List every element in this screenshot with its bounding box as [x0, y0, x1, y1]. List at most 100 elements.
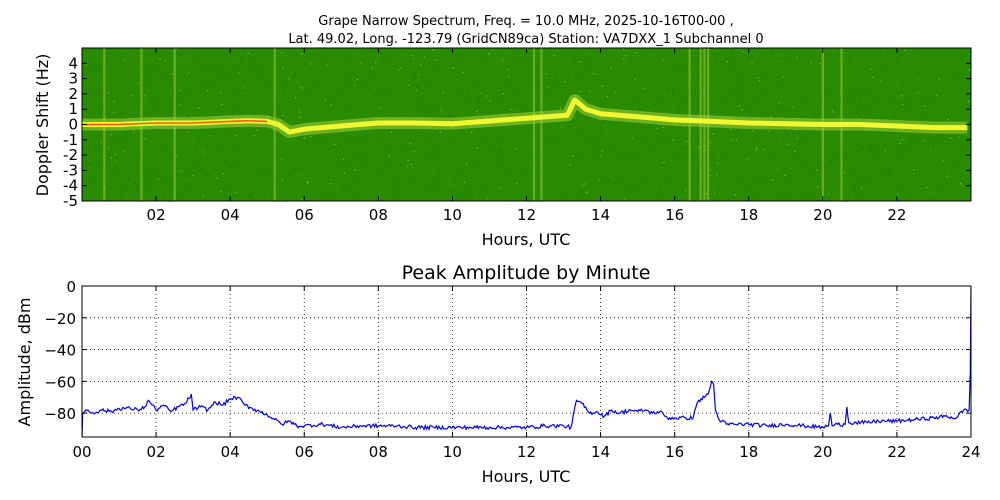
- spectrogram-noise-pixel: [932, 117, 935, 119]
- spectrogram-noise-pixel: [430, 92, 432, 94]
- spectrogram-noise-pixel: [598, 179, 600, 182]
- spectrogram-noise-pixel: [316, 140, 319, 142]
- spectrogram-noise-pixel: [223, 103, 225, 105]
- spectrogram-noise-pixel: [307, 89, 309, 91]
- spectrogram-noise-pixel: [242, 87, 244, 89]
- spectrogram-noise-pixel: [233, 88, 235, 90]
- spectrogram-noise-pixel: [852, 151, 854, 153]
- spectrogram-noise-pixel: [504, 104, 506, 106]
- spectrogram-noise-pixel: [731, 138, 733, 141]
- spectrogram-noise-pixel: [242, 147, 244, 149]
- spectrogram-noise-pixel: [752, 141, 754, 143]
- spectrogram-noise-pixel: [854, 187, 856, 189]
- spectrogram-noise-pixel: [473, 128, 475, 130]
- spectrogram-noise-pixel: [243, 80, 245, 82]
- spectrogram-noise-pixel: [594, 156, 596, 158]
- spectrogram-noise-pixel: [927, 175, 930, 177]
- spectrogram-noise-pixel: [924, 48, 926, 50]
- spectrogram-noise-pixel: [206, 90, 209, 92]
- spectrogram-noise-pixel: [428, 62, 430, 64]
- spectrogram-noise-pixel: [933, 105, 935, 107]
- spectrogram-noise-pixel: [123, 185, 125, 187]
- spectrogram-noise-pixel: [560, 197, 562, 199]
- spectrogram-noise-pixel: [411, 54, 413, 56]
- spectrogram-noise-pixel: [870, 146, 872, 148]
- spectrogram-noise-pixel: [441, 146, 443, 148]
- spectrogram-noise-pixel: [529, 105, 531, 107]
- spectrogram-noise-pixel: [87, 86, 89, 89]
- spectrogram-noise-pixel: [230, 72, 232, 74]
- amplitude-x-tick-label: 06: [295, 443, 314, 461]
- amplitude-y-axis-label: Amplitude, dBm: [15, 298, 34, 427]
- spectrogram-noise-pixel: [644, 176, 646, 178]
- spectrogram-noise-pixel: [572, 155, 574, 157]
- spectrogram-noise-pixel: [659, 102, 661, 104]
- spectrogram-noise-pixel: [535, 64, 537, 67]
- spectrogram-noise-pixel: [228, 129, 230, 131]
- spectrogram-noise-pixel: [876, 147, 879, 149]
- spectrogram-noise-pixel: [697, 104, 699, 106]
- spectrogram-noise-pixel: [500, 67, 502, 69]
- spectrogram-noise-pixel: [451, 184, 453, 186]
- spectrogram-noise-pixel: [902, 81, 904, 84]
- spectrogram-noise-pixel: [407, 84, 409, 86]
- spectrogram-noise-pixel: [549, 83, 551, 85]
- spectrogram-noise-pixel: [305, 68, 308, 70]
- spectrogram-noise-pixel: [501, 62, 504, 64]
- spectrogram-noise-pixel: [776, 96, 778, 98]
- spectrogram-noise-pixel: [846, 72, 848, 75]
- spectrogram-noise-pixel: [734, 48, 736, 50]
- spectrogram-noise-pixel: [526, 64, 528, 66]
- spectrogram-noise-pixel: [757, 77, 759, 79]
- spectrogram-noise-pixel: [872, 76, 874, 78]
- spectrogram-noise-pixel: [603, 124, 605, 126]
- spectrogram-noise-pixel: [406, 145, 408, 147]
- spectrogram-noise-pixel: [256, 129, 258, 131]
- spectrogram-noise-pixel: [738, 105, 741, 107]
- spectrogram-noise-pixel: [607, 135, 609, 137]
- spectrogram-noise-pixel: [926, 187, 928, 189]
- amplitude-x-tick-label: 04: [221, 443, 240, 461]
- spectrogram-noise-pixel: [86, 91, 89, 93]
- spectrogram-noise-pixel: [843, 51, 846, 54]
- spectrogram-noise-pixel: [894, 177, 896, 179]
- spectrogram-noise-pixel: [289, 76, 291, 78]
- spectrogram-noise-pixel: [795, 104, 797, 106]
- spectrogram-noise-pixel: [280, 199, 282, 201]
- spectrogram-noise-pixel: [943, 87, 945, 89]
- spectrogram-noise-pixel: [768, 72, 770, 74]
- spectrogram-noise-pixel: [742, 53, 745, 55]
- spectrogram-noise-pixel: [615, 92, 617, 94]
- spectrogram-noise-pixel: [203, 183, 205, 185]
- spectrogram-noise-pixel: [574, 59, 576, 61]
- spectrogram-noise-pixel: [940, 189, 942, 191]
- spectrogram-noise-pixel: [651, 79, 653, 81]
- spectrogram-noise-pixel: [763, 49, 765, 52]
- spectrogram-noise-pixel: [263, 58, 266, 60]
- spectrogram-noise-pixel: [641, 139, 643, 141]
- spectrogram-noise-pixel: [437, 155, 439, 157]
- spectrogram-noise-pixel: [375, 69, 377, 71]
- spectrogram-noise-pixel: [476, 110, 478, 112]
- spectrogram-noise-pixel: [787, 110, 789, 112]
- spectrogram-noise-pixel: [163, 75, 165, 77]
- spectrogram-noise-pixel: [789, 110, 791, 112]
- spectrogram-noise-pixel: [158, 190, 160, 193]
- spectrogram-noise-pixel: [288, 122, 290, 124]
- spectrogram-noise-pixel: [151, 74, 153, 76]
- spectrogram-noise-pixel: [730, 51, 732, 53]
- spectrogram-noise-pixel: [509, 199, 511, 201]
- spectrogram-noise-pixel: [96, 166, 98, 168]
- spectrogram-noise-pixel: [572, 59, 574, 61]
- spectrogram-noise-pixel: [931, 177, 933, 179]
- spectrogram-noise-pixel: [858, 94, 860, 96]
- spectrogram-noise-pixel: [512, 188, 514, 190]
- spectrogram-noise-pixel: [301, 53, 303, 55]
- spectrogram-noise-pixel: [258, 83, 260, 85]
- spectrogram-noise-pixel: [907, 110, 909, 112]
- spectrogram-noise-pixel: [421, 109, 423, 111]
- spectrogram-noise-pixel: [236, 164, 238, 166]
- spectrogram-noise-pixel: [283, 81, 285, 83]
- spectrogram-noise-pixel: [104, 102, 107, 105]
- spectrogram-noise-pixel: [744, 182, 746, 184]
